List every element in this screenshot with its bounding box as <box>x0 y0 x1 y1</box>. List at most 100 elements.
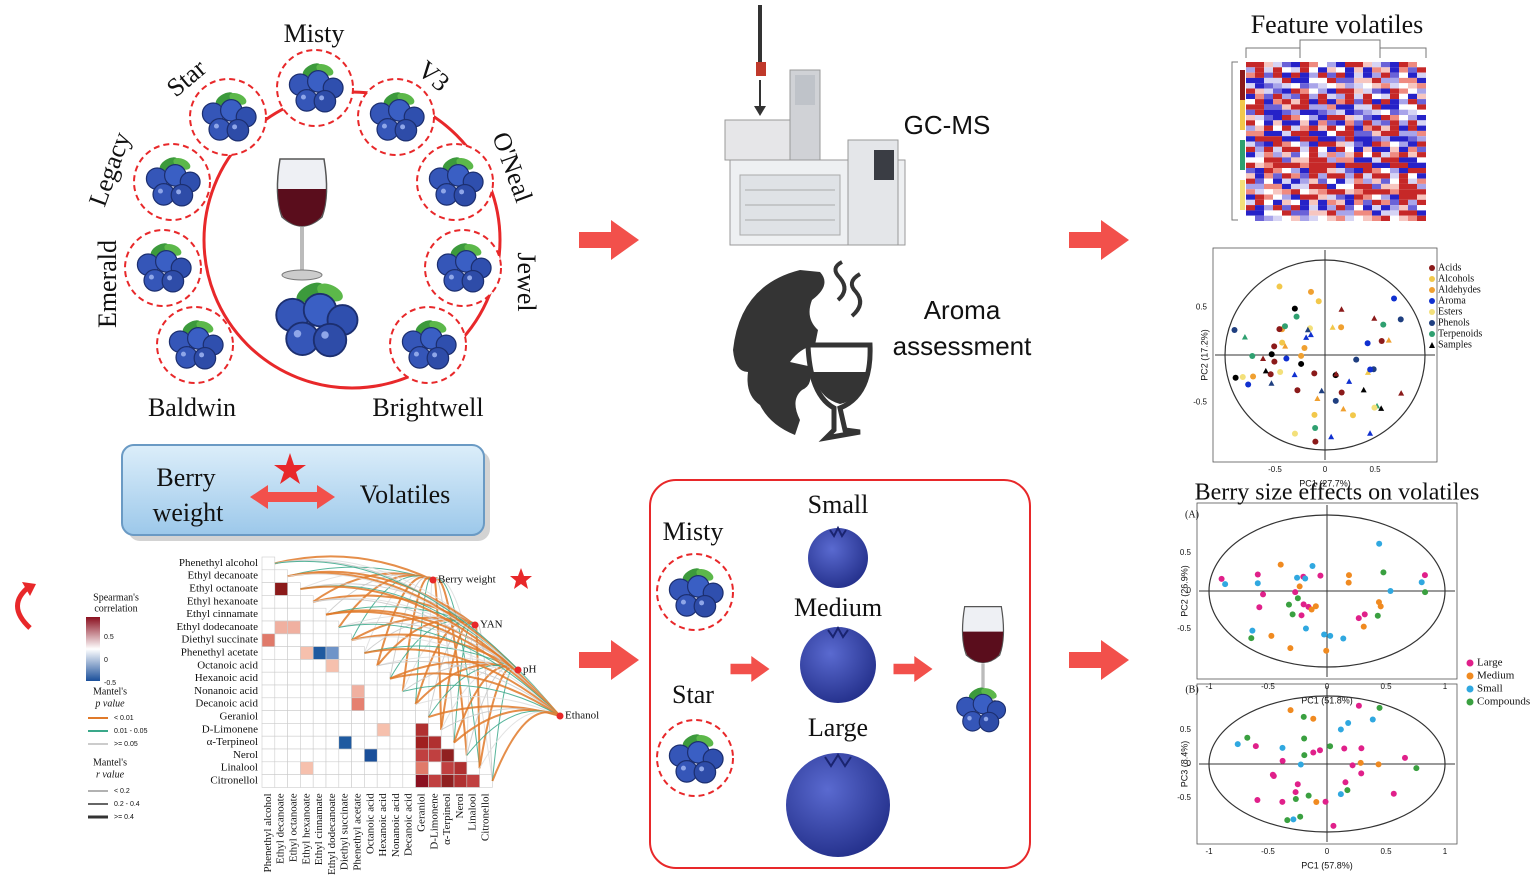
heat-cell <box>1345 189 1354 195</box>
heat-cell <box>1255 178 1264 184</box>
heat-cell <box>1399 83 1408 89</box>
heat-cell <box>1354 93 1363 100</box>
heat-cell <box>1336 215 1345 221</box>
point <box>1218 575 1225 582</box>
point <box>1232 374 1239 381</box>
heat-cell <box>1399 168 1408 174</box>
heat-cell <box>1327 173 1336 179</box>
corr-cell <box>261 569 276 583</box>
heat-cell <box>1273 215 1282 221</box>
corr-cell <box>312 761 327 775</box>
point <box>1250 373 1257 380</box>
heat-cell <box>1282 146 1291 153</box>
heat-cell <box>1354 120 1363 126</box>
heat-cell <box>1318 130 1327 137</box>
star-icon <box>274 453 306 484</box>
corr-cell <box>300 710 314 724</box>
heat-cell <box>1246 146 1255 153</box>
heat-cell <box>1390 183 1399 190</box>
heat-cell <box>1408 173 1417 179</box>
heat-cell <box>1372 93 1381 100</box>
corr-cell <box>274 748 288 763</box>
heat-cell <box>1363 115 1372 121</box>
point <box>1279 744 1286 751</box>
corr-cell <box>300 633 314 647</box>
heat-cell <box>1309 72 1318 78</box>
point <box>1345 579 1352 586</box>
x-tick-label: 0 <box>1323 465 1328 474</box>
corr-cell <box>312 671 327 686</box>
mantel-link <box>351 633 519 671</box>
point <box>1378 337 1385 344</box>
legend-label: 0.2 - 0.4 <box>114 801 140 808</box>
target-node <box>429 576 437 584</box>
corr-cell <box>364 735 378 750</box>
heat-cell <box>1417 157 1426 163</box>
heat-cell <box>1291 88 1300 94</box>
heat-cell <box>1300 215 1309 221</box>
mantel-link <box>300 583 476 626</box>
point <box>1328 433 1335 440</box>
point <box>1290 816 1297 823</box>
corr-cell <box>312 710 327 724</box>
heat-cell <box>1408 88 1417 94</box>
heat-cell <box>1282 120 1291 126</box>
heat-cell <box>1300 77 1309 84</box>
heat-cell <box>1264 152 1273 158</box>
heat-cell <box>1282 109 1291 115</box>
heat-cell <box>1417 178 1426 184</box>
mantel-link <box>389 672 561 717</box>
heat-cell <box>1309 62 1318 68</box>
heat-cell <box>1417 136 1426 142</box>
heat-cell <box>1399 62 1408 68</box>
point <box>1380 321 1387 328</box>
corr-cell <box>300 671 314 686</box>
heat-cell <box>1399 146 1408 153</box>
corr-cell <box>389 723 404 737</box>
heat-cell <box>1264 77 1273 84</box>
point <box>1317 572 1324 579</box>
corr-cell <box>376 697 391 711</box>
heat-cell <box>1291 130 1300 137</box>
heat-cell <box>1318 88 1327 94</box>
heat-cell <box>1381 130 1390 137</box>
cultivar-label: Brightwell <box>372 393 483 422</box>
corr-cell <box>261 633 276 647</box>
heat-cell <box>1363 88 1372 94</box>
point <box>1332 397 1339 404</box>
column-label: Nonanoic acid <box>390 793 402 857</box>
heat-cell <box>1318 146 1327 153</box>
point <box>1338 306 1345 312</box>
corr-cell <box>325 748 340 763</box>
heat-cell <box>1363 210 1372 216</box>
heat-cell <box>1264 173 1273 179</box>
size-label: Small <box>808 490 869 519</box>
legend-label: >= 0.05 <box>114 741 138 748</box>
legend-title: Mantel's <box>93 757 127 768</box>
heat-cell <box>1246 104 1255 110</box>
corr-cell <box>274 633 288 647</box>
heat-cell <box>1300 178 1309 184</box>
heat-cell <box>1417 88 1426 94</box>
heat-cell <box>1381 205 1390 211</box>
corr-cell <box>376 735 391 750</box>
heat-cell <box>1363 194 1372 200</box>
heat-cell <box>1390 93 1399 100</box>
point <box>1222 581 1229 588</box>
heat-cell <box>1246 115 1255 121</box>
corr-cell <box>274 723 288 737</box>
corr-cell <box>287 684 301 699</box>
heat-cell <box>1372 162 1381 168</box>
heat-cell <box>1291 189 1300 195</box>
heat-cell <box>1390 173 1399 179</box>
heat-cell <box>1282 88 1291 94</box>
heat-cell <box>1309 152 1318 158</box>
heat-cell <box>1354 136 1363 142</box>
heat-cell <box>1408 125 1417 131</box>
heat-cell <box>1309 199 1318 206</box>
row-label: Hexanoic acid <box>195 672 259 684</box>
heat-cell <box>1399 141 1408 147</box>
heat-cell <box>1309 93 1318 100</box>
corr-cell <box>274 659 288 673</box>
heatmap-thumbnail <box>1231 39 1427 221</box>
